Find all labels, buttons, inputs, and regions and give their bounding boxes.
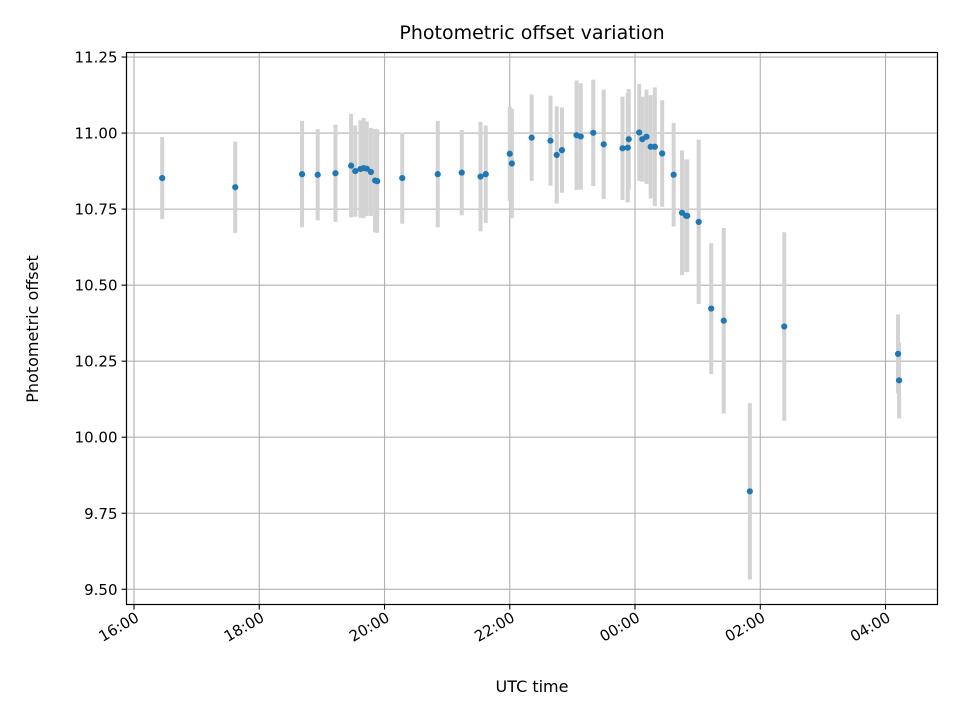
- data-point: [547, 137, 554, 144]
- data-point: [708, 305, 715, 312]
- x-tick-label: 00:00: [597, 608, 643, 645]
- data-point: [636, 129, 643, 136]
- data-point: [558, 147, 566, 154]
- y-axis: 9.50 9.75 10.00 10.25 10.50 10.75 11.00 11.25: [75, 49, 127, 599]
- data-point: [659, 150, 666, 157]
- data-point: [399, 175, 406, 182]
- data-point: [367, 168, 375, 176]
- data-point: [720, 317, 727, 324]
- data-point: [232, 184, 239, 191]
- data-point: [894, 350, 902, 357]
- data-point: [374, 178, 381, 185]
- y-tick-label: 10.00: [75, 429, 118, 447]
- x-axis-label: UTC time: [496, 677, 569, 696]
- y-tick-label: 11.00: [75, 125, 118, 143]
- x-tick-label: 16:00: [96, 608, 142, 645]
- data-point: [434, 171, 441, 178]
- y-tick-label: 10.25: [75, 353, 118, 371]
- data-point: [508, 160, 515, 167]
- data-point: [528, 134, 535, 141]
- data-point: [895, 377, 903, 384]
- data-point: [577, 133, 584, 140]
- data-point: [482, 171, 489, 178]
- data-point: [684, 212, 691, 219]
- data-point: [553, 151, 560, 159]
- plot-frame: [125, 51, 939, 606]
- data-point: [619, 145, 626, 152]
- data-point: [624, 144, 631, 151]
- data-point: [352, 168, 359, 175]
- error-bars: [160, 79, 902, 580]
- data-point: [458, 169, 465, 176]
- y-tick-label: 10.50: [75, 277, 118, 295]
- data-point: [746, 488, 753, 495]
- data-point: [625, 136, 632, 143]
- data-point: [477, 173, 484, 180]
- data-point: [348, 162, 355, 169]
- data-point: [159, 175, 166, 182]
- data-point: [670, 171, 677, 178]
- data-point: [600, 141, 607, 148]
- data-point: [695, 218, 702, 226]
- data-point: [332, 170, 339, 177]
- y-axis-label: Photometric offset: [23, 255, 42, 403]
- x-tick-label: 18:00: [221, 608, 267, 645]
- data-point: [506, 150, 513, 157]
- data-point: [643, 133, 650, 140]
- y-tick-label: 9.50: [84, 581, 117, 599]
- data-point: [363, 165, 370, 172]
- y-tick-label: 9.75: [84, 505, 117, 523]
- x-tick-label: 20:00: [346, 608, 392, 645]
- x-tick-label: 02:00: [722, 608, 768, 645]
- data-point: [651, 143, 658, 150]
- data-points: [159, 129, 903, 495]
- x-tick-label: 22:00: [471, 608, 517, 645]
- y-tick-label: 11.25: [75, 49, 118, 67]
- data-point: [314, 171, 321, 178]
- data-point: [781, 323, 788, 330]
- data-point: [590, 129, 597, 136]
- x-tick-label: 04:00: [847, 608, 893, 645]
- chart-title: Photometric offset variation: [399, 22, 664, 44]
- y-tick-label: 10.75: [75, 201, 118, 219]
- data-point: [298, 171, 306, 178]
- x-axis: 16:00 18:00 20:00 22:00 00:00 02:00 04:00: [96, 604, 894, 646]
